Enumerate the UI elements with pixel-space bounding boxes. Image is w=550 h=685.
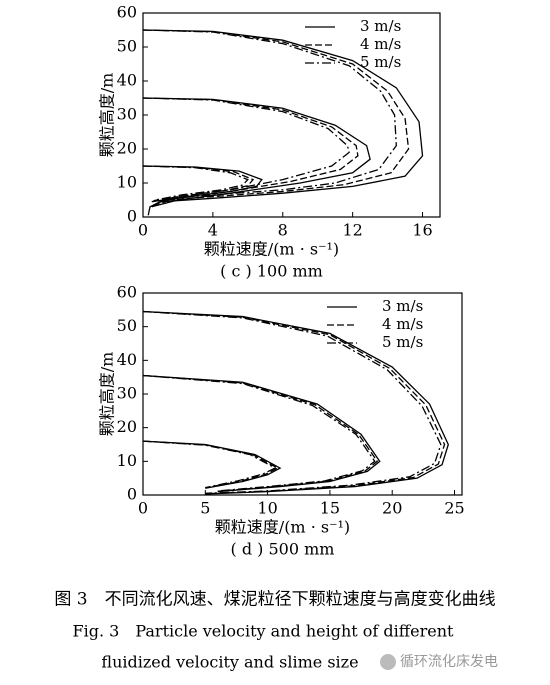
y-tick-label: 30 bbox=[117, 384, 137, 403]
caption-en-2: fluidized velocity and slime size bbox=[101, 653, 358, 672]
subtitle: ( c ) 100 mm bbox=[220, 262, 323, 281]
curve bbox=[142, 165, 249, 201]
y-tick-label: 20 bbox=[117, 417, 137, 436]
x-tick-label: 0 bbox=[138, 499, 148, 518]
y-tick-label: 30 bbox=[117, 105, 137, 124]
curve bbox=[142, 310, 446, 495]
y-tick-label: 40 bbox=[117, 350, 137, 369]
x-tick-label: 16 bbox=[412, 221, 432, 240]
y-tick-label: 60 bbox=[117, 3, 137, 22]
curve bbox=[142, 29, 397, 206]
x-tick-label: 5 bbox=[200, 499, 210, 518]
y-tick-label: 0 bbox=[127, 485, 137, 504]
watermark-icon bbox=[380, 654, 396, 670]
curve bbox=[142, 165, 255, 202]
x-tick-label: 25 bbox=[444, 499, 464, 518]
curve bbox=[142, 29, 410, 208]
x-tick-label: 20 bbox=[382, 499, 402, 518]
y-tick-label: 10 bbox=[117, 451, 137, 470]
x-tick-label: 10 bbox=[257, 499, 277, 518]
caption-zh: 图 3 不同流化风速、煤泥粒径下颗粒速度与高度变化曲线 bbox=[54, 590, 495, 610]
curve bbox=[142, 374, 381, 493]
curve bbox=[142, 310, 442, 494]
curve bbox=[142, 374, 379, 492]
y-tick-label: 20 bbox=[117, 139, 137, 158]
x-tick-label: 8 bbox=[278, 221, 288, 240]
y-tick-label: 40 bbox=[117, 71, 137, 90]
curve bbox=[142, 29, 424, 216]
x-axis-label: 颗粒速度/(m · s⁻¹) bbox=[204, 240, 339, 259]
watermark: 循环流化床发电 bbox=[400, 654, 498, 670]
legend-label: 5 m/s bbox=[360, 53, 401, 71]
curve bbox=[142, 97, 371, 208]
x-tick-label: 12 bbox=[342, 221, 362, 240]
legend-label: 3 m/s bbox=[360, 17, 401, 35]
subtitle: ( d ) 500 mm bbox=[231, 540, 335, 559]
curve bbox=[142, 374, 376, 492]
legend-label: 4 m/s bbox=[382, 315, 423, 333]
curve bbox=[142, 440, 282, 489]
y-axis-label: 颗粒高度/m bbox=[98, 352, 117, 437]
x-axis-label: 颗粒速度/(m · s⁻¹) bbox=[215, 518, 350, 537]
x-tick-label: 0 bbox=[138, 221, 148, 240]
y-tick-label: 10 bbox=[117, 173, 137, 192]
curve bbox=[142, 97, 350, 205]
curve bbox=[142, 440, 279, 489]
legend-label: 5 m/s bbox=[382, 333, 423, 351]
caption-en-1: Fig. 3 Particle velocity and height of d… bbox=[73, 622, 455, 641]
curve bbox=[142, 310, 449, 495]
x-tick-label: 15 bbox=[320, 499, 340, 518]
curve bbox=[142, 440, 277, 489]
x-tick-label: 4 bbox=[208, 221, 218, 240]
y-tick-label: 50 bbox=[117, 316, 137, 335]
curve bbox=[142, 97, 359, 206]
y-axis-label: 颗粒高度/m bbox=[98, 73, 117, 158]
legend-label: 4 m/s bbox=[360, 35, 401, 53]
y-tick-label: 0 bbox=[127, 207, 137, 226]
legend-label: 3 m/s bbox=[382, 297, 423, 315]
y-tick-label: 60 bbox=[117, 283, 137, 302]
y-tick-label: 50 bbox=[117, 37, 137, 56]
